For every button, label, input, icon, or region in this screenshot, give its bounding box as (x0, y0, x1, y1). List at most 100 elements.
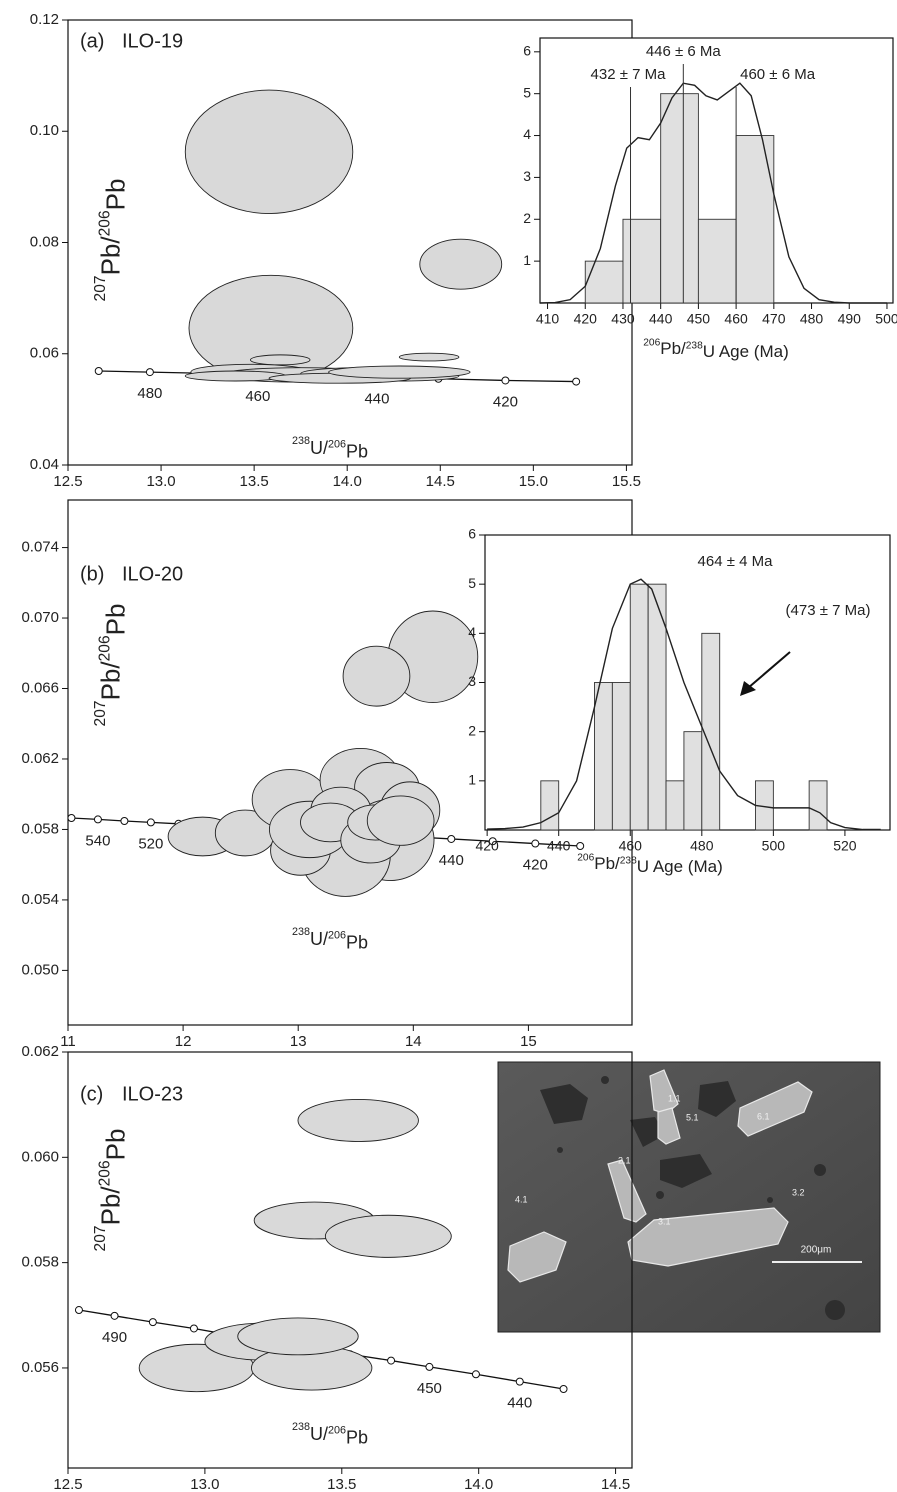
panel-label: (b) (80, 563, 104, 585)
age-label: 440 (364, 391, 389, 408)
annotation: (473 ± 7 Ma) (786, 602, 871, 619)
y-tick-label: 6 (523, 43, 531, 59)
axis-title-part: 206 (643, 337, 660, 348)
x-tick-label: 13.5 (240, 473, 269, 490)
y-tick-label: 0.08 (30, 233, 59, 250)
axis-title-part: 238 (292, 926, 310, 938)
age-label: 440 (507, 1395, 532, 1412)
x-tick-label: 460 (724, 311, 748, 327)
axis-title: 207Pb/206Pb (92, 1129, 130, 1252)
axis-title-part: U Age (Ma) (703, 343, 789, 362)
concordia-point (532, 840, 539, 847)
x-tick-label: 12.5 (53, 473, 82, 490)
y-tick-label: 0.062 (21, 750, 59, 767)
concordia-point (146, 369, 153, 376)
y-tick-label: 5 (468, 575, 476, 591)
hist-bar (736, 136, 774, 303)
y-tick-label: 1 (523, 252, 531, 268)
y-tick-label: 0.060 (21, 1148, 59, 1165)
error-ellipse (325, 1215, 451, 1257)
axis-title: 206Pb/238U Age (Ma) (577, 852, 723, 877)
y-tick-label: 0.04 (30, 456, 59, 473)
scale-label: 200μm (801, 1245, 832, 1256)
x-tick-label: 460 (619, 838, 643, 854)
x-tick-label: 15.0 (519, 473, 548, 490)
error-ellipse (420, 239, 502, 289)
axis-title: 207Pb/206Pb (92, 604, 130, 727)
axis-title: 206Pb/238U Age (Ma) (643, 337, 789, 362)
y-tick-label: 2 (523, 210, 531, 226)
age-label: 420 (523, 857, 548, 874)
x-tick-label: 430 (611, 311, 635, 327)
x-tick-label: 12 (175, 1033, 192, 1050)
peak-label: 432 ± 7 Ma (591, 66, 667, 83)
y-tick-label: 0.056 (21, 1359, 59, 1376)
grain-label: 3.2 (792, 1187, 805, 1197)
concordia-point (68, 814, 75, 821)
y-tick-label: 4 (523, 126, 531, 142)
x-tick-label: 13.0 (146, 473, 175, 490)
error-ellipse (399, 353, 459, 361)
concordia-point (95, 367, 102, 374)
axis-title-part: U/ (310, 929, 328, 949)
axis-title: 238U/206Pb (292, 435, 368, 461)
grain-label: 2.1 (618, 1155, 631, 1165)
concordia-point (472, 1371, 479, 1378)
y-tick-label: 0.058 (21, 820, 59, 837)
axis-title: 238U/206Pb (292, 926, 368, 952)
y-tick-label: 0.12 (30, 11, 59, 28)
x-tick-label: 480 (690, 838, 714, 854)
x-tick-label: 410 (536, 311, 560, 327)
y-tick-label: 5 (523, 84, 531, 100)
x-tick-label: 11 (60, 1033, 76, 1050)
error-ellipse (238, 1318, 358, 1355)
x-tick-label: 470 (762, 311, 786, 327)
y-tick-label: 6 (468, 526, 476, 542)
hist-bar (684, 732, 702, 830)
axis-title-part: 238 (292, 435, 310, 447)
axis-title-part: Pb (346, 932, 368, 952)
concordia-point (560, 1386, 567, 1393)
axis-title-part: 206 (97, 635, 114, 661)
concordia-point (573, 378, 580, 385)
grain-label: 4.1 (515, 1194, 528, 1204)
error-ellipse (367, 796, 434, 845)
axis-title-part: Pb/ (594, 855, 620, 874)
axis-title-part: U/ (310, 1424, 328, 1444)
concordia-point (516, 1378, 523, 1385)
x-tick-label: 450 (687, 311, 711, 327)
annotation: 464 ± 4 Ma (698, 553, 774, 570)
panel-label: (a) (80, 30, 104, 52)
y-tick-label: 0.074 (21, 539, 59, 556)
age-label: 540 (85, 832, 110, 849)
axis-title-part: Pb/ (96, 1186, 126, 1226)
x-tick-label: 13.0 (190, 1476, 219, 1492)
axis-title-part: 206 (328, 1424, 346, 1436)
concordia-point (75, 1307, 82, 1314)
concordia-point (149, 1319, 156, 1326)
error-ellipse (250, 355, 310, 365)
plot-area (75, 1099, 567, 1392)
grain-label: 6.1 (757, 1111, 770, 1121)
age-label: 450 (417, 1380, 442, 1397)
axis-title-part: Pb/ (96, 236, 126, 276)
concordia-point (190, 1325, 197, 1332)
x-tick-label: 420 (475, 838, 499, 854)
y-tick-label: 3 (523, 168, 531, 184)
plot-area (95, 90, 579, 385)
axis-title-part: Pb (100, 604, 130, 636)
grain-label: 1.1 (668, 1093, 681, 1103)
y-tick-label: 0.054 (21, 891, 59, 908)
hist-bar (666, 781, 684, 830)
axis-title-part: U/ (310, 438, 328, 458)
peak-label: 460 ± 6 Ma (740, 66, 816, 83)
hist-bar (541, 781, 559, 830)
axis-title-part: U Age (Ma) (637, 858, 723, 877)
axis-title-part: 206 (97, 210, 114, 236)
hist-bar (630, 584, 648, 830)
axis-title-part: 238 (292, 1421, 310, 1433)
peak-label: 446 ± 6 Ma (646, 43, 722, 60)
error-ellipse (298, 1099, 418, 1141)
axis-title-part: 238 (620, 855, 637, 866)
x-tick-label: 490 (838, 311, 862, 327)
